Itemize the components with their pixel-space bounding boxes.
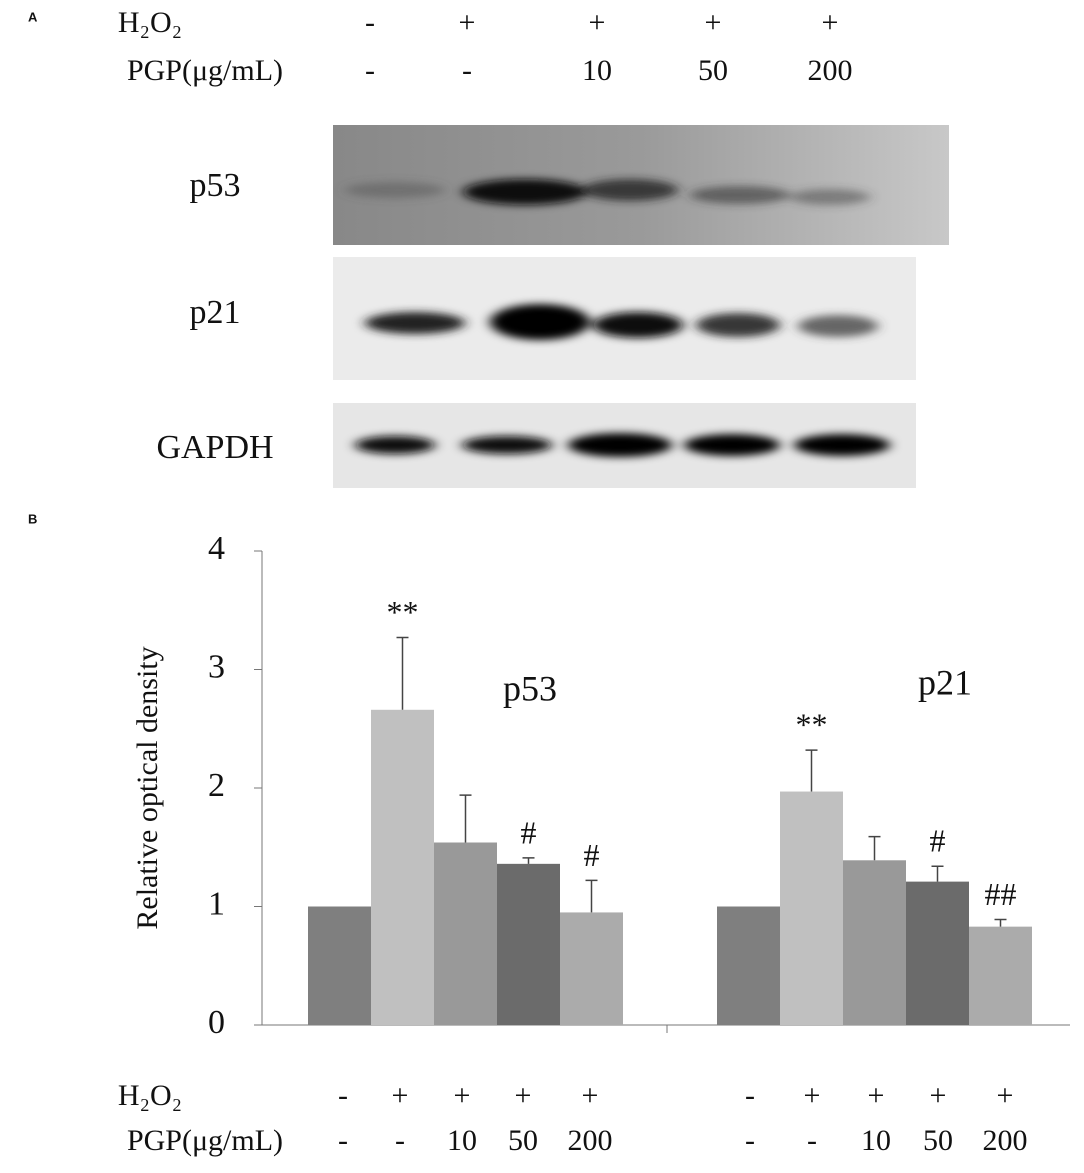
bar — [843, 860, 906, 1025]
treatment-value: 50 — [923, 1124, 953, 1157]
y-tick-label: 3 — [208, 648, 225, 685]
treatment-value: 200 — [983, 1124, 1028, 1157]
bar — [497, 863, 560, 1025]
treatment-name: H₂O₂ — [118, 6, 182, 39]
treatment-value: + — [392, 1079, 409, 1112]
blot-label: p21 — [190, 294, 241, 331]
bar — [780, 791, 843, 1025]
treatment-value: + — [454, 1079, 471, 1112]
bar — [906, 881, 969, 1025]
treatment-value: 50 — [698, 54, 728, 87]
treatment-name: PGP(μg/mL) — [127, 1124, 283, 1157]
treatment-value: + — [515, 1079, 532, 1112]
group-label: p21 — [918, 662, 972, 702]
bar — [560, 912, 623, 1025]
treatment-value: - — [365, 6, 375, 39]
treatment-value: + — [582, 1079, 599, 1112]
blot-label: p53 — [190, 167, 241, 204]
treatment-value: 200 — [568, 1124, 613, 1157]
significance: ** — [387, 594, 419, 630]
treatment-value: + — [589, 6, 606, 39]
bar — [371, 709, 434, 1025]
significance: # — [584, 837, 600, 873]
treatment-value: 10 — [447, 1124, 477, 1157]
significance: # — [930, 823, 946, 859]
error-bar — [868, 835, 881, 861]
treatment-value: 10 — [582, 54, 612, 87]
significance: ## — [985, 876, 1017, 912]
treatment-value: 200 — [808, 54, 853, 87]
panel-label: A — [28, 9, 38, 24]
bar — [308, 906, 371, 1025]
treatment-value: 10 — [861, 1124, 891, 1157]
treatment-value: + — [930, 1079, 947, 1112]
bar — [717, 906, 780, 1025]
error-bar — [994, 918, 1007, 927]
blot-label: GAPDH — [156, 429, 273, 466]
group-label: p53 — [503, 668, 557, 708]
treatment-value: - — [462, 54, 472, 87]
error-bar — [585, 879, 598, 913]
treatment-value: + — [804, 1079, 821, 1112]
treatment-name: PGP(μg/mL) — [127, 54, 283, 87]
panel-label: B — [28, 511, 37, 526]
treatment-value: - — [807, 1124, 817, 1157]
error-bar — [522, 857, 535, 864]
y-tick-label: 2 — [208, 767, 225, 804]
treatment-value: + — [822, 6, 839, 39]
treatment-value: + — [997, 1079, 1014, 1112]
treatment-value: 50 — [508, 1124, 538, 1157]
treatment-value: - — [338, 1079, 348, 1112]
treatment-value: - — [395, 1124, 405, 1157]
y-tick-label: 4 — [208, 530, 225, 567]
error-bar — [459, 794, 472, 843]
y-tick-label: 1 — [208, 885, 225, 922]
significance: ** — [796, 706, 828, 742]
treatment-value: - — [365, 54, 375, 87]
error-bar — [396, 636, 409, 710]
error-bar — [805, 749, 818, 792]
error-bar — [931, 865, 944, 882]
significance: # — [521, 814, 537, 850]
y-axis-label: Relative optical density — [131, 646, 164, 929]
treatment-value: + — [868, 1079, 885, 1112]
bar — [434, 842, 497, 1025]
treatment-value: + — [459, 6, 476, 39]
bar — [969, 926, 1032, 1025]
treatment-value: - — [338, 1124, 348, 1157]
treatment-value: - — [745, 1124, 755, 1157]
treatment-name: H₂O₂ — [118, 1079, 182, 1112]
y-tick-label: 0 — [208, 1004, 225, 1041]
treatment-value: - — [745, 1079, 755, 1112]
bands — [345, 179, 890, 457]
treatment-value: + — [705, 6, 722, 39]
